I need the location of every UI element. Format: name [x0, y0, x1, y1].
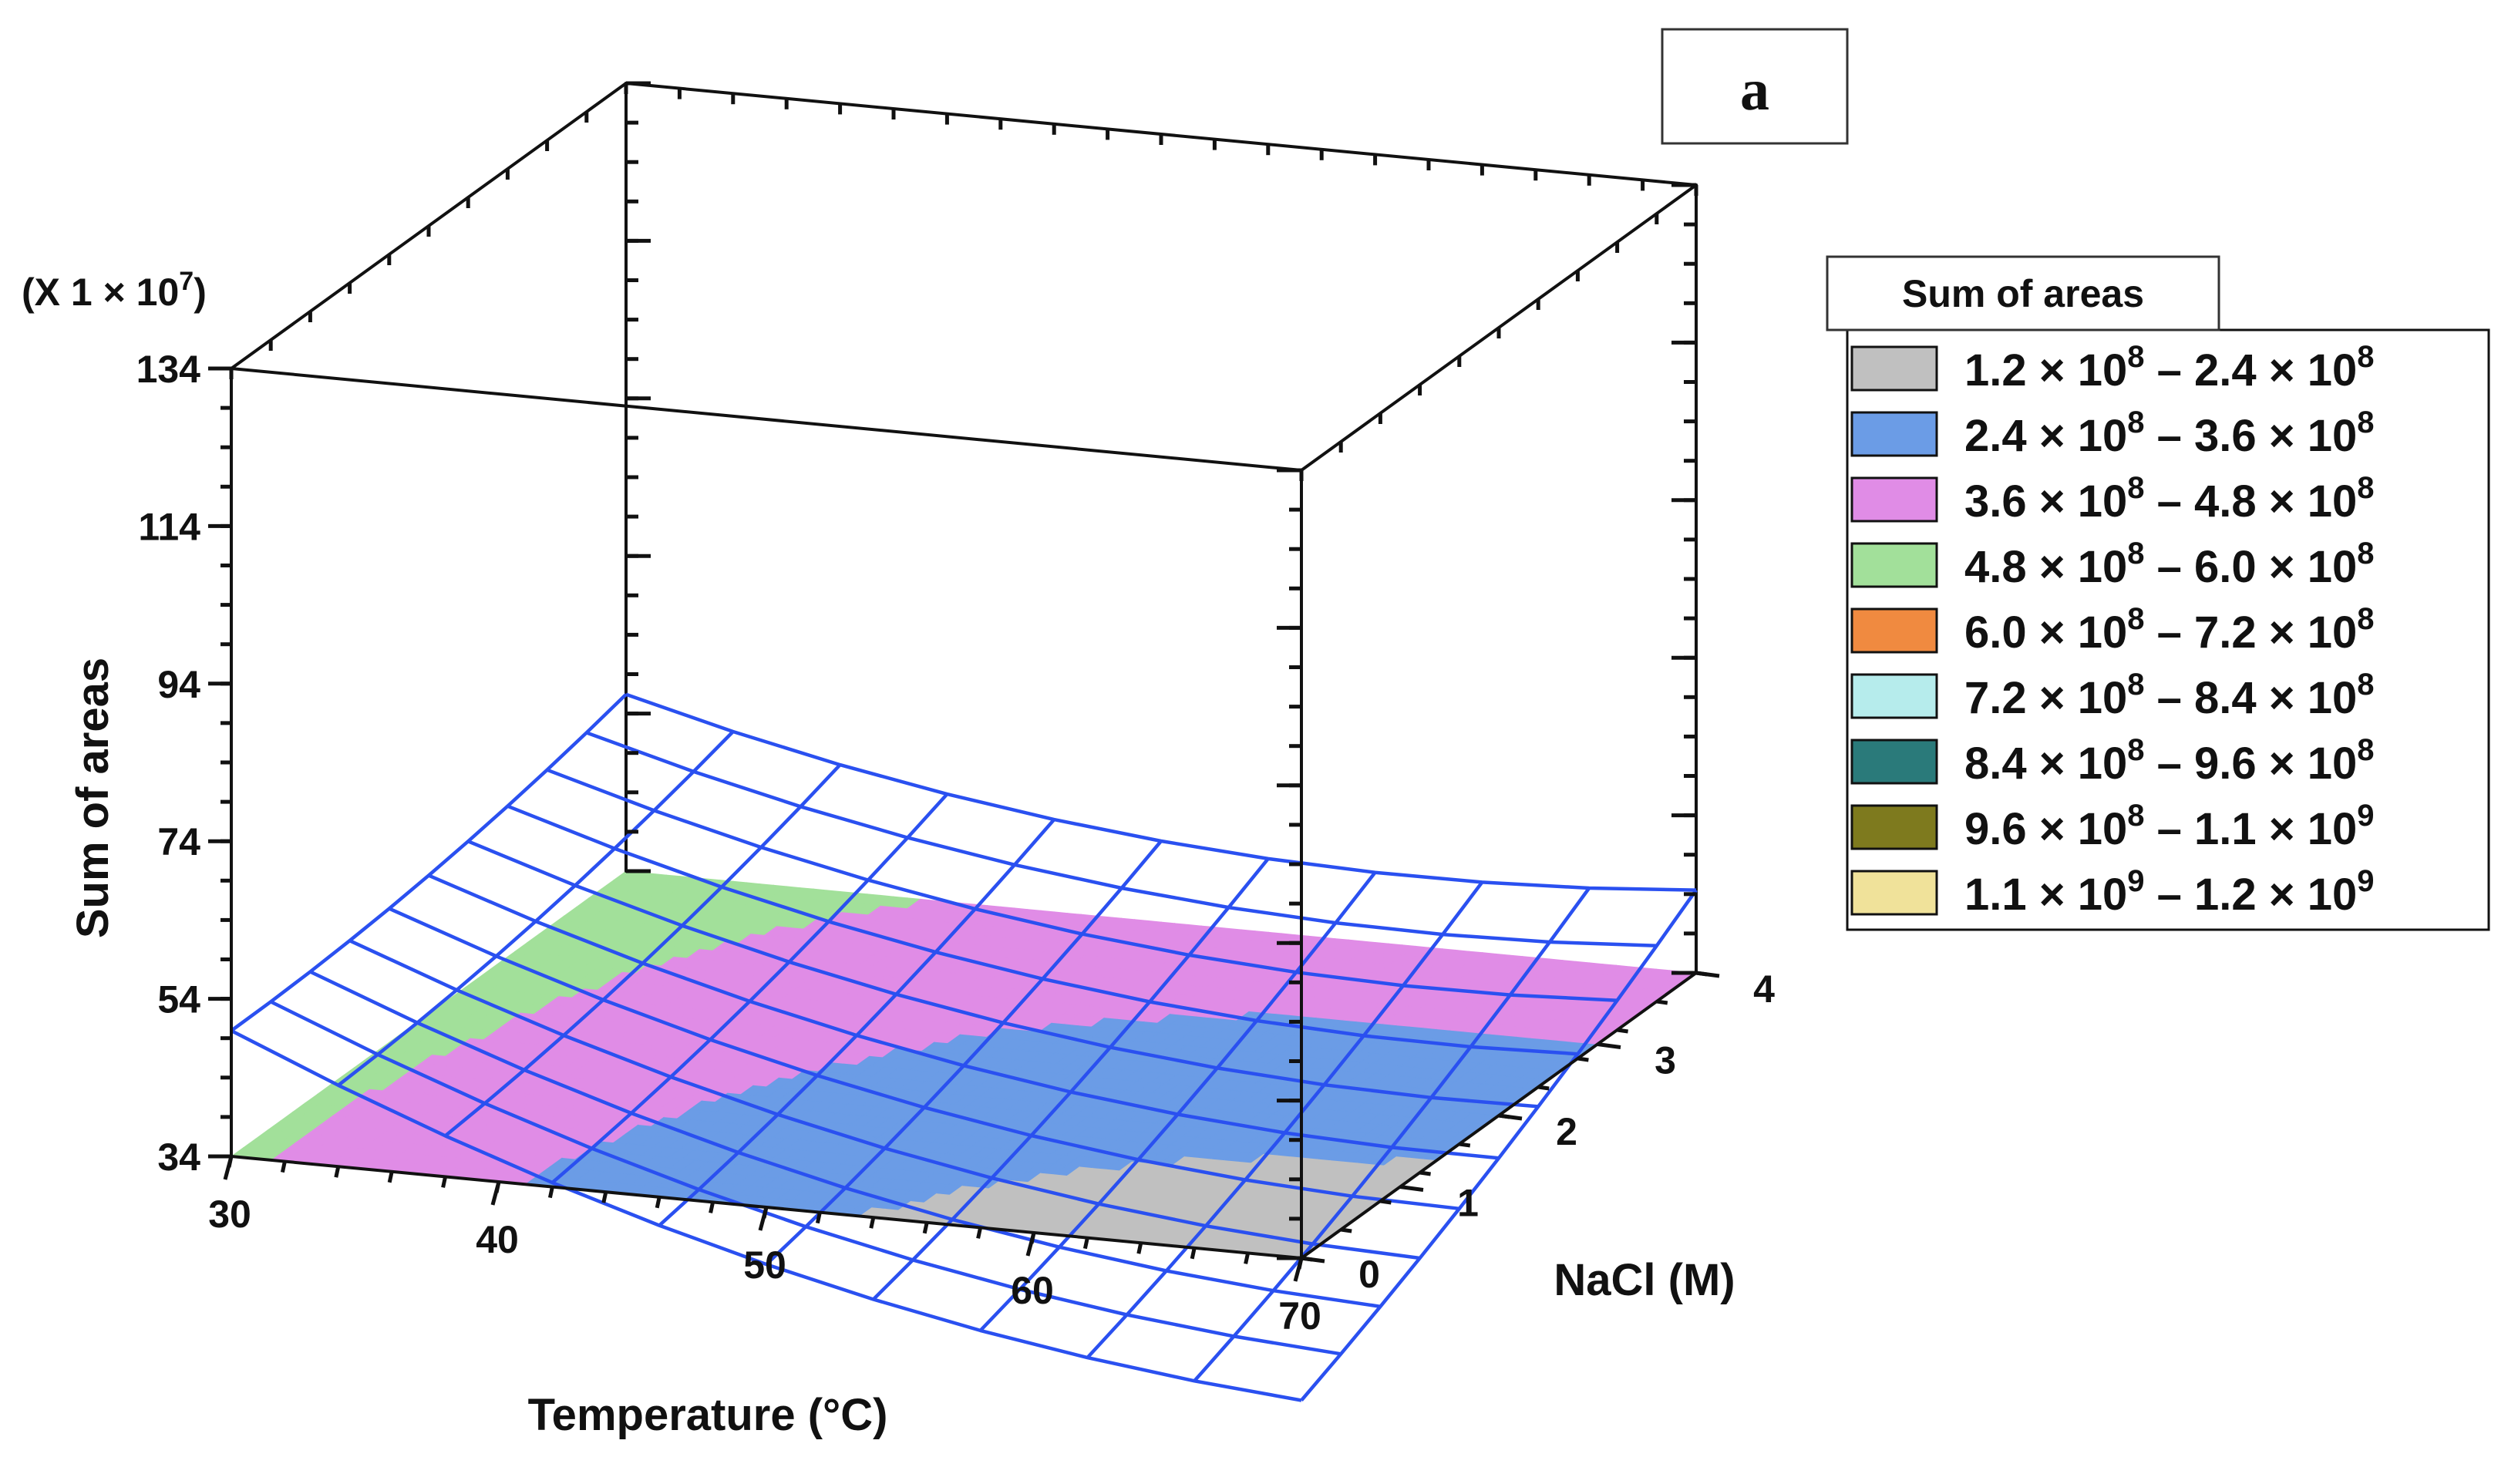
y-tick-label: 1 [1457, 1182, 1479, 1225]
legend-swatch [1850, 607, 1938, 654]
legend-swatch [1850, 804, 1938, 850]
panel-label: a [1740, 58, 1769, 123]
mesh-line-nacl [337, 730, 735, 1087]
minor-tick [869, 1216, 876, 1229]
minor-tick [601, 1191, 608, 1203]
minor-tick [1301, 1256, 1313, 1262]
z-tick-label: 94 [157, 663, 200, 706]
surface-mesh [230, 692, 1698, 1402]
mesh-line-nacl [1086, 881, 1484, 1359]
y-tick-label: 3 [1655, 1039, 1676, 1082]
legend-entry: 8.4 × 108 – 9.6 × 108 [1964, 733, 2374, 789]
minor-tick [1029, 1232, 1036, 1244]
x-tick-label: 60 [1011, 1269, 1054, 1312]
legend-swatch [1850, 542, 1938, 588]
x-tick-label: 40 [476, 1218, 519, 1261]
x-axis-label: Temperature (°C) [528, 1390, 888, 1440]
mesh-line-nacl [230, 693, 628, 1032]
minor-tick [280, 1161, 287, 1173]
mesh-line-nacl [1193, 887, 1591, 1382]
z-axis-label: Sum of areas [68, 658, 118, 938]
legend-entry: 7.2 × 108 – 8.4 × 108 [1964, 668, 2374, 723]
minor-tick [1380, 1199, 1392, 1205]
minor-tick [1136, 1242, 1143, 1254]
y-tick-label: 4 [1753, 967, 1775, 1011]
frame-edge-top-front [230, 367, 1303, 472]
legend-swatch [1850, 345, 1938, 392]
y-tick [1597, 1042, 1621, 1049]
minor-tick [494, 1181, 501, 1193]
minor-tick [1656, 999, 1668, 1005]
legend-entry: 1.2 × 108 – 2.4 × 108 [1964, 340, 2374, 395]
z-tick-label: 114 [138, 505, 200, 548]
mesh-line-nacl [765, 840, 1163, 1266]
legend-entry: 9.6 × 108 – 1.1 × 109 [1964, 799, 2374, 854]
y-tick-label: 2 [1556, 1110, 1577, 1153]
minor-tick [1459, 1142, 1471, 1148]
legend-swatch [1850, 739, 1938, 785]
legend-swatch [1850, 673, 1938, 719]
mesh-line-nacl [1300, 889, 1698, 1402]
minor-tick [387, 1171, 394, 1183]
minor-tick [1340, 1227, 1352, 1233]
legend-entry: 3.6 × 108 – 4.8 × 108 [1964, 471, 2374, 527]
minor-tick [655, 1196, 662, 1209]
minor-tick [1617, 1028, 1628, 1034]
minor-tick [441, 1176, 448, 1188]
mesh-line-nacl [444, 763, 842, 1138]
minor-tick [1498, 1113, 1510, 1119]
legend-swatch [1850, 411, 1938, 457]
z-tick-label: 34 [157, 1136, 200, 1179]
x-tick-label: 50 [743, 1243, 786, 1287]
panel-label-box: a [1661, 28, 1849, 145]
minor-tick [1537, 1085, 1550, 1091]
minor-tick [227, 1156, 234, 1168]
legend-entry: 4.8 × 108 – 6.0 × 108 [1964, 537, 2374, 592]
legend-swatch [1850, 870, 1938, 916]
mesh-line-nacl [872, 857, 1270, 1301]
minor-tick [547, 1186, 554, 1199]
legend-entry: 2.4 × 108 – 3.6 × 108 [1964, 405, 2374, 461]
minor-tick [762, 1206, 769, 1219]
legend-entry: 6.0 × 108 – 7.2 × 108 [1964, 602, 2374, 658]
y-axis-label: NaCl (M) [1554, 1255, 1735, 1305]
axis-labels: Sum of areas Temperature (°C) NaCl (M) (… [22, 267, 1735, 1440]
z-tick-label: 134 [136, 348, 201, 391]
x-tick-label: 30 [208, 1193, 251, 1236]
minor-tick [709, 1201, 715, 1213]
minor-tick [815, 1212, 822, 1224]
minor-tick [1082, 1237, 1089, 1250]
minor-tick [1297, 1257, 1304, 1270]
minor-tick [1244, 1252, 1251, 1264]
minor-tick [1190, 1247, 1197, 1260]
minor-tick [922, 1222, 929, 1234]
mesh-line-nacl [550, 792, 949, 1184]
x-tick-label: 70 [1278, 1294, 1321, 1338]
z-scale-label: (X 1 × 107) [22, 267, 207, 314]
mesh-line-nacl [658, 818, 1055, 1227]
minor-tick [976, 1227, 983, 1239]
minor-tick [1577, 1056, 1589, 1062]
legend-entry: 1.1 × 109 – 1.2 × 109 [1964, 864, 2374, 920]
minor-tick [334, 1166, 341, 1178]
legend-title: Sum of areas [1902, 272, 2144, 315]
y-tick-label: 0 [1358, 1253, 1380, 1296]
contour-legend: Sum of areas 1.2 × 108 – 2.4 × 108 2.4 × … [1826, 255, 2490, 931]
z-tick-label: 54 [157, 978, 200, 1021]
z-tick-label: 74 [157, 820, 200, 863]
minor-tick [1695, 971, 1708, 977]
minor-tick [1419, 1170, 1431, 1176]
y-tick [1399, 1185, 1424, 1192]
mesh-line-nacl [978, 871, 1377, 1332]
legend-swatch [1850, 476, 1938, 523]
